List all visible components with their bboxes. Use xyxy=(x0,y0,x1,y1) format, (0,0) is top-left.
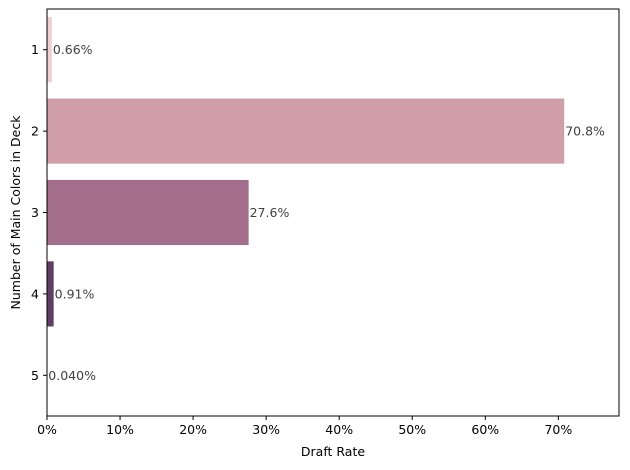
x-tick-label-10: 10% xyxy=(106,422,134,437)
x-tick-label-70: 70% xyxy=(544,422,572,437)
y-tick-label-1: 1 xyxy=(31,42,39,57)
y-tick-label-3: 3 xyxy=(31,205,39,220)
y-tick-label-2: 2 xyxy=(31,124,39,139)
x-tick-label-30: 30% xyxy=(252,422,280,437)
bar-2 xyxy=(47,98,565,164)
x-tick-label-0: 0% xyxy=(37,422,57,437)
y-tick-label-4: 4 xyxy=(31,286,39,301)
bar-3 xyxy=(47,179,249,246)
data-label-5: 0.040% xyxy=(48,368,96,383)
data-label-3: 27.6% xyxy=(250,205,290,220)
bar-1 xyxy=(47,17,52,83)
y-axis-label: Number of Main Colors in Deck xyxy=(8,115,23,310)
x-tick-label-50: 50% xyxy=(398,422,426,437)
x-tick-label-20: 20% xyxy=(179,422,207,437)
bars-group xyxy=(47,17,565,408)
x-tick-label-60: 60% xyxy=(471,422,499,437)
data-label-1: 0.66% xyxy=(53,42,93,57)
x-axis-ticks: 0% 10% 20% 30% 40% 50% 60% 70% xyxy=(37,416,572,437)
y-axis-ticks: 1 2 3 4 5 xyxy=(31,42,47,383)
bar-4 xyxy=(47,261,54,327)
data-label-2: 70.8% xyxy=(565,124,605,139)
x-tick-label-40: 40% xyxy=(325,422,353,437)
x-axis-label: Draft Rate xyxy=(301,444,365,459)
data-label-4: 0.91% xyxy=(55,286,95,301)
data-labels-group: 0.66% 70.8% 27.6% 0.91% 0.040% xyxy=(48,42,605,383)
y-tick-label-5: 5 xyxy=(31,368,39,383)
